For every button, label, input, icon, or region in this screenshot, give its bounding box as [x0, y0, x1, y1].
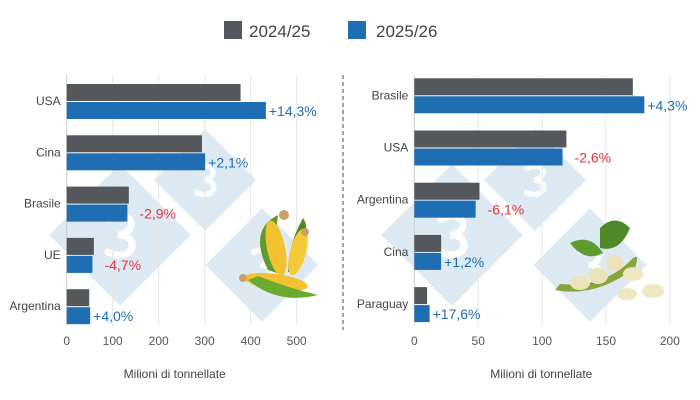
category-label: Brasile [372, 88, 409, 102]
legend-label-2024-25: 2024/25 [249, 22, 310, 41]
change-label: +17,6% [433, 306, 481, 322]
x-tick-label: 0 [411, 334, 418, 348]
bar-2025-26 [66, 255, 93, 273]
x-tick-label: 200 [149, 334, 169, 348]
x-tick-label: 100 [532, 334, 552, 348]
bar-2024-25 [414, 78, 633, 96]
soybean-chart: 0 50 100 150 200 Milioni di tonnellate Brasile… [357, 75, 687, 381]
bar-2025-26 [414, 305, 430, 323]
x-tick-label: 500 [287, 334, 307, 348]
category-label: Argentina [9, 299, 61, 313]
category-label: USA [36, 94, 61, 108]
legend-swatch-2025-26 [348, 21, 366, 39]
change-label: +14,3% [269, 103, 317, 119]
x-tick-label: 100 [103, 334, 123, 348]
x-tick-label: 0 [63, 334, 70, 348]
x-tick-label: 400 [241, 334, 261, 348]
corn-illustration [239, 210, 318, 298]
bar-2024-25 [414, 234, 442, 252]
x-tick-label: 200 [660, 334, 680, 348]
bar-2024-25 [66, 186, 129, 204]
bar-2025-26 [414, 148, 563, 166]
category-label: Brasile [24, 197, 61, 211]
bar-2025-26 [414, 200, 476, 218]
bar-2024-25 [66, 84, 241, 101]
bar-2024-25 [66, 135, 202, 153]
change-label: -4,7% [104, 257, 141, 273]
bar-2025-26 [66, 102, 266, 119]
watermark-logo-3 [104, 212, 136, 259]
change-label: -6,1% [488, 202, 525, 218]
legend: 2024/25 2025/26 [224, 21, 437, 41]
change-label: +4,0% [93, 308, 133, 324]
bar-2025-26 [66, 204, 128, 222]
change-label: +2,1% [208, 154, 248, 170]
bar-2025-26 [66, 153, 206, 171]
x-tick-label: 50 [472, 334, 486, 348]
bar-2024-25 [66, 289, 90, 307]
x-tick-label: 150 [596, 334, 616, 348]
watermark-logo-3 [436, 212, 468, 259]
change-label: -2,9% [139, 206, 176, 222]
category-label: Cina [36, 145, 61, 159]
legend-swatch-2024-25 [224, 21, 242, 39]
bar-2024-25 [414, 287, 428, 305]
x-axis-title: Milioni di tonnellate [490, 367, 592, 381]
legend-label-2025-26: 2025/26 [376, 22, 437, 41]
bar-2024-25 [66, 237, 94, 255]
change-label: +1,2% [444, 254, 484, 270]
category-label: USA [384, 141, 409, 155]
change-label: -2,6% [575, 150, 612, 166]
bar-2024-25 [414, 130, 567, 148]
category-label: UE [44, 248, 61, 262]
soybean-illustration [555, 220, 664, 300]
category-label: Cina [384, 245, 409, 259]
category-label: Paraguay [357, 297, 408, 311]
bar-2025-26 [414, 252, 442, 270]
bar-2025-26 [414, 96, 645, 114]
category-label: Argentina [357, 193, 409, 207]
bar-2024-25 [414, 182, 480, 200]
x-axis-title: Milioni di tonnellate [124, 367, 226, 381]
x-tick-label: 300 [195, 334, 215, 348]
bar-2025-26 [66, 307, 91, 325]
corn-chart: 0 100 200 300 400 500 Milioni di tonnellate USA… [9, 75, 317, 381]
change-label: +4,3% [647, 97, 687, 113]
